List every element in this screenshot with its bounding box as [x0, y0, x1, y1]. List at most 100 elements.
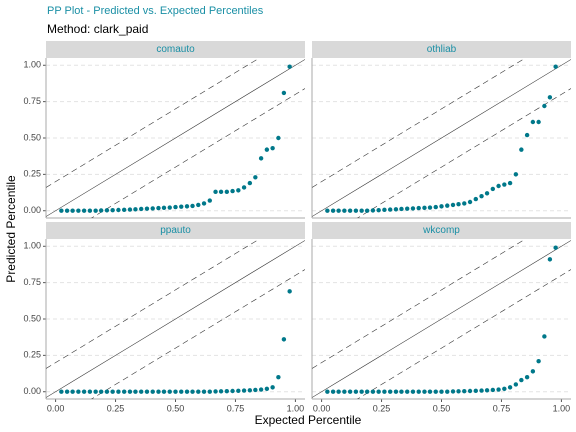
point	[359, 208, 364, 213]
point	[353, 208, 359, 213]
identity-line	[312, 240, 571, 398]
point	[439, 389, 444, 394]
point	[347, 208, 353, 213]
point	[104, 208, 110, 213]
x-tick-label: 0.25	[373, 403, 391, 413]
point	[218, 189, 224, 195]
point	[127, 389, 133, 394]
point	[241, 185, 247, 190]
point	[287, 289, 292, 294]
point	[218, 389, 224, 394]
point	[247, 388, 253, 393]
point	[213, 389, 218, 394]
point	[93, 208, 98, 213]
point	[456, 201, 461, 207]
reference-band-line	[312, 58, 527, 188]
point	[439, 204, 444, 209]
point	[98, 208, 104, 213]
point	[473, 388, 478, 394]
y-tick-label: 0.00	[23, 386, 41, 396]
point	[161, 389, 167, 394]
point	[547, 95, 553, 100]
point	[150, 389, 155, 394]
y-axis-label: Predicted Percentile	[4, 175, 18, 283]
point	[98, 389, 104, 394]
point	[364, 389, 370, 394]
point	[450, 389, 456, 394]
point	[347, 389, 353, 394]
reference-band-line	[46, 58, 261, 188]
reference-band-line	[312, 239, 527, 369]
point	[536, 119, 541, 125]
point	[64, 389, 70, 394]
point	[87, 208, 93, 213]
reference-band-line	[356, 88, 571, 218]
point	[167, 389, 172, 394]
point	[456, 389, 461, 394]
point	[173, 204, 178, 210]
point	[330, 208, 336, 213]
point	[416, 205, 421, 211]
point	[236, 388, 241, 394]
point	[399, 206, 404, 212]
panel: comauto 0.00 0.25 0.50 0.75 1.00	[23, 41, 305, 219]
reference-band-line	[356, 269, 571, 399]
panel: othliab	[311, 41, 571, 219]
strip	[312, 41, 571, 58]
point	[513, 382, 519, 387]
point	[524, 374, 530, 380]
point	[336, 208, 341, 213]
point	[241, 388, 247, 393]
point	[70, 389, 75, 394]
point	[76, 208, 81, 213]
y-tick-label: 0.25	[23, 169, 41, 179]
point	[422, 205, 427, 211]
point	[144, 206, 150, 211]
point	[484, 388, 490, 393]
point	[167, 205, 172, 210]
point	[399, 389, 404, 394]
point	[201, 389, 207, 394]
point	[173, 389, 178, 394]
panel: wkcomp 0.00 0.25 0.50 0.75 1.00	[311, 222, 571, 413]
point	[405, 389, 410, 394]
y-tick-label: 1.00	[23, 60, 41, 70]
point	[519, 377, 524, 383]
point	[264, 386, 270, 392]
strip-label: ppauto	[160, 225, 191, 236]
point	[507, 180, 513, 186]
point	[542, 334, 547, 339]
point	[121, 207, 127, 213]
point	[270, 145, 275, 151]
x-tick-label: 0.50	[433, 403, 451, 413]
reference-band-line	[90, 269, 305, 399]
point	[530, 369, 536, 374]
point	[116, 389, 121, 394]
x-tick-label: 0.75	[493, 403, 511, 413]
reference-band-line	[90, 88, 305, 218]
point	[247, 180, 253, 186]
point	[467, 199, 473, 205]
point	[93, 389, 98, 394]
identity-line	[46, 59, 305, 217]
point	[258, 387, 264, 392]
point	[370, 208, 376, 213]
point	[462, 201, 467, 206]
point	[490, 186, 496, 192]
chart-subtitle: Method: clark_paid	[47, 22, 148, 36]
point	[502, 182, 507, 187]
point	[104, 389, 110, 394]
y-tick-label: 0.75	[23, 277, 41, 287]
identity-line	[312, 59, 571, 217]
x-tick-label: 1.00	[553, 403, 571, 413]
point	[524, 132, 530, 138]
point	[110, 389, 115, 394]
reference-band-line	[46, 239, 261, 369]
point	[353, 389, 359, 394]
y-tick-label: 0.50	[23, 313, 41, 323]
point	[70, 208, 75, 213]
point	[139, 389, 144, 394]
point	[184, 204, 190, 209]
point	[376, 389, 381, 394]
